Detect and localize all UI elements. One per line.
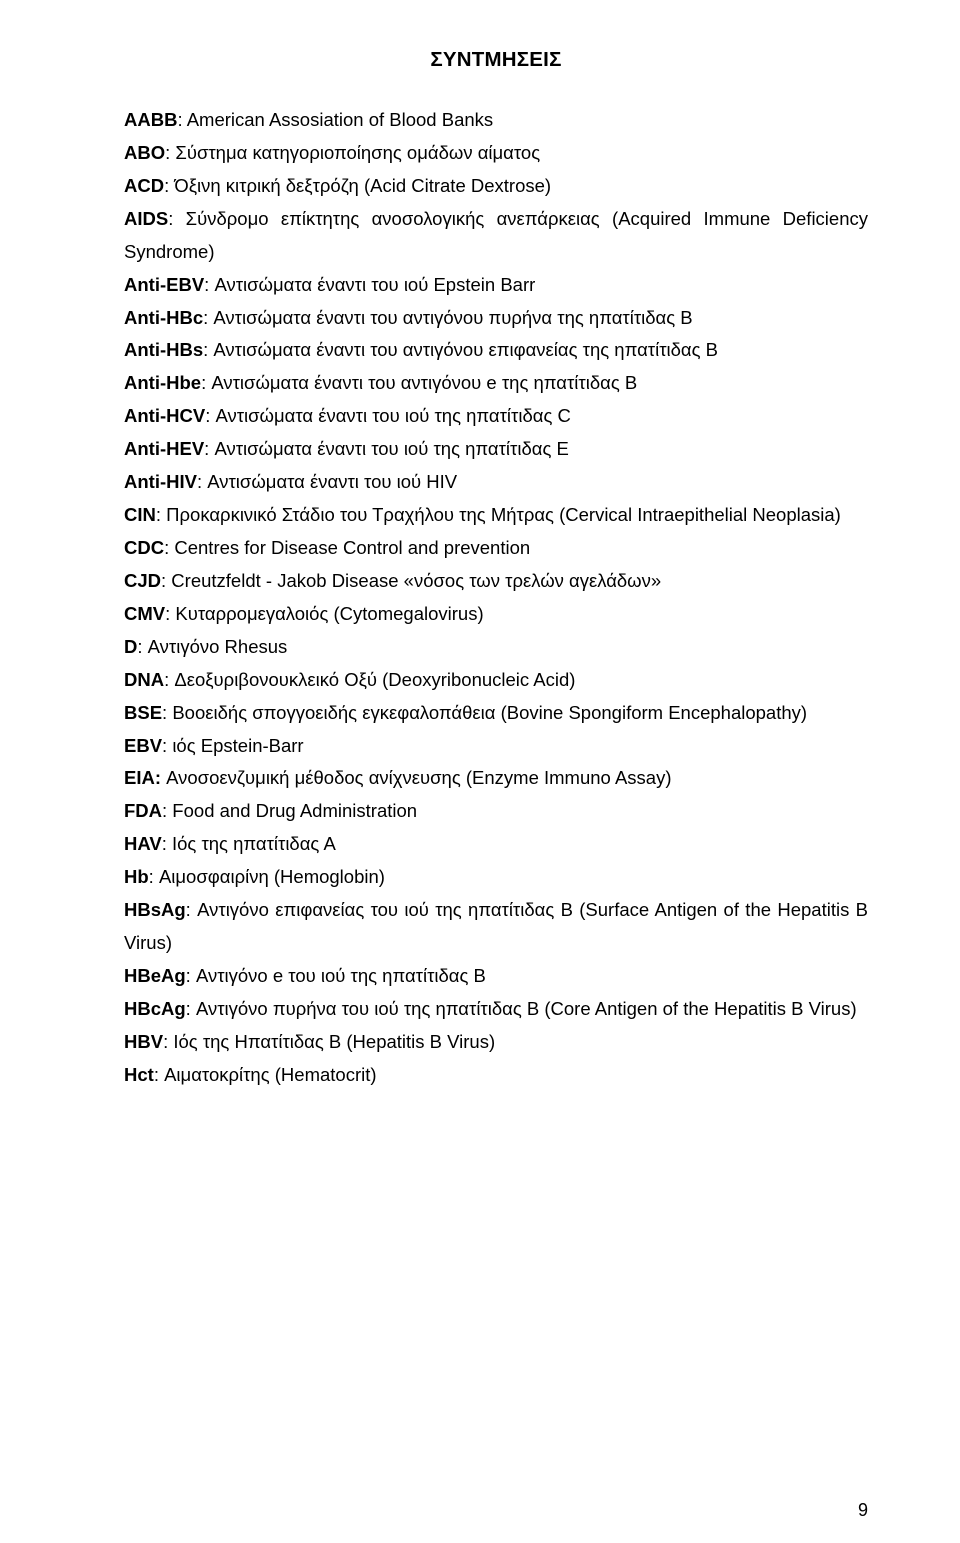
abbreviation-term: HBV	[124, 1031, 163, 1052]
abbreviation-term: AABB	[124, 109, 177, 130]
abbreviation-definition: : Αντισώματα έναντι του ιού Epstein Barr	[204, 274, 535, 295]
abbreviation-entry: Anti-HBc: Αντισώματα έναντι του αντιγόνο…	[124, 302, 868, 335]
abbreviation-entry: HBcAg: Αντιγόνο πυρήνα του ιού της ηπατί…	[124, 993, 868, 1026]
abbreviation-definition: : Creutzfeldt - Jakob Disease «νόσος των…	[161, 570, 661, 591]
abbreviation-entry: HBV: Ιός της Ηπατίτιδας Β (Hepatitis B V…	[124, 1026, 868, 1059]
abbreviation-entry: Hb: Αιμοσφαιρίνη (Hemoglobin)	[124, 861, 868, 894]
abbreviation-entry: Hct: Αιματοκρίτης (Hematocrit)	[124, 1059, 868, 1092]
abbreviation-term: CJD	[124, 570, 161, 591]
abbreviation-term: ABO	[124, 142, 165, 163]
abbreviation-definition: : Σύνδρομο επίκτητης ανοσολογικής ανεπάρ…	[124, 208, 868, 262]
abbreviation-entry: DNA: Δεοξυριβονουκλεικό Οξύ (Deoxyribonu…	[124, 664, 868, 697]
abbreviation-entry: FDA: Food and Drug Administration	[124, 795, 868, 828]
abbreviation-definition: : Αντιγόνο e του ιού της ηπατίτιδας Β	[186, 965, 486, 986]
abbreviation-entry: EBV: ιός Epstein-Barr	[124, 730, 868, 763]
abbreviation-definition: : ιός Epstein-Barr	[162, 735, 304, 756]
abbreviation-term: HBsAg	[124, 899, 186, 920]
page-heading: ΣΥΝΤΜΗΣΕΙΣ	[124, 48, 868, 72]
abbreviation-definition: : Σύστημα κατηγοριοποίησης ομάδων αίματο…	[165, 142, 540, 163]
abbreviation-term: Anti-Hbe	[124, 372, 201, 393]
abbreviation-term: HAV	[124, 833, 162, 854]
abbreviation-definition: : Βοοειδής σπογγοειδής εγκεφαλοπάθεια (B…	[162, 702, 807, 723]
abbreviation-term: Anti-HCV	[124, 405, 205, 426]
abbreviation-term: Anti-HBs	[124, 339, 203, 360]
abbreviation-entry: HAV: Ιός της ηπατίτιδας Α	[124, 828, 868, 861]
abbreviation-term: EIA:	[124, 767, 161, 788]
abbreviation-definition: : American Assosiation of Blood Banks	[177, 109, 493, 130]
abbreviation-term: Anti-HBc	[124, 307, 203, 328]
abbreviation-definition: : Δεοξυριβονουκλεικό Οξύ (Deoxyribonucle…	[164, 669, 575, 690]
abbreviation-term: ACD	[124, 175, 164, 196]
abbreviation-term: BSE	[124, 702, 162, 723]
abbreviation-term: CMV	[124, 603, 165, 624]
abbreviation-entry: ACD: Όξινη κιτρική δεξτρόζη (Acid Citrat…	[124, 170, 868, 203]
abbreviation-definition: : Αντιγόνο επιφανείας του ιού της ηπατίτ…	[124, 899, 868, 953]
abbreviation-definition: : Αντισώματα έναντι του αντιγόνου πυρήνα…	[203, 307, 692, 328]
abbreviation-definition: : Προκαρκινικό Στάδιο του Τραχήλου της Μ…	[156, 504, 841, 525]
abbreviation-term: DNA	[124, 669, 164, 690]
abbreviation-definition: : Κυταρρομεγαλοιός (Cytomegalovirus)	[165, 603, 483, 624]
abbreviation-definition: : Αντισώματα έναντι του αντιγόνου e της …	[201, 372, 637, 393]
abbreviation-definition: : Αντισώματα έναντι του αντιγόνου επιφαν…	[203, 339, 718, 360]
abbreviation-entry: Anti-EBV: Αντισώματα έναντι του ιού Epst…	[124, 269, 868, 302]
abbreviation-entry: Anti-HIV: Αντισώματα έναντι του ιού HIV	[124, 466, 868, 499]
abbreviation-term: Hb	[124, 866, 149, 887]
abbreviation-term: CIN	[124, 504, 156, 525]
abbreviation-definition: : Αντισώματα έναντι του ιού HIV	[197, 471, 457, 492]
abbreviation-term: HBeAg	[124, 965, 186, 986]
abbreviation-term: AIDS	[124, 208, 168, 229]
abbreviation-term: FDA	[124, 800, 162, 821]
abbreviation-definition: : Αντισώματα έναντι του ιού της ηπατίτιδ…	[205, 405, 571, 426]
abbreviation-definition: : Ιός της Ηπατίτιδας Β (Hepatitis B Viru…	[163, 1031, 495, 1052]
abbreviation-term: D	[124, 636, 137, 657]
abbreviation-entry: Anti-HEV: Αντισώματα έναντι του ιού της …	[124, 433, 868, 466]
abbreviation-term: CDC	[124, 537, 164, 558]
abbreviation-entry: BSE: Βοοειδής σπογγοειδής εγκεφαλοπάθεια…	[124, 697, 868, 730]
abbreviation-definition: : Αντιγόνο Rhesus	[137, 636, 287, 657]
abbreviation-entry: CIN: Προκαρκινικό Στάδιο του Τραχήλου τη…	[124, 499, 868, 532]
abbreviation-entry: HBeAg: Αντιγόνο e του ιού της ηπατίτιδας…	[124, 960, 868, 993]
abbreviation-definition: : Αιμοσφαιρίνη (Hemoglobin)	[149, 866, 385, 887]
abbreviation-definition: : Food and Drug Administration	[162, 800, 417, 821]
abbreviation-definition: Ανοσοενζυμική μέθοδος ανίχνευσης (Enzyme…	[161, 767, 672, 788]
abbreviation-entry: Anti-Hbe: Αντισώματα έναντι του αντιγόνο…	[124, 367, 868, 400]
abbreviation-definition: : Αντιγόνο πυρήνα του ιού της ηπατίτιδας…	[186, 998, 857, 1019]
document-page: ΣΥΝΤΜΗΣΕΙΣ AABB: American Assosiation of…	[0, 0, 960, 1543]
abbreviation-term: Anti-HIV	[124, 471, 197, 492]
abbreviation-entry: Anti-HCV: Αντισώματα έναντι του ιού της …	[124, 400, 868, 433]
abbreviation-entry: HBsAg: Αντιγόνο επιφανείας του ιού της η…	[124, 894, 868, 960]
abbreviation-entry: D: Αντιγόνο Rhesus	[124, 631, 868, 664]
abbreviation-term: Anti-EBV	[124, 274, 204, 295]
abbreviation-entry: Anti-HBs: Αντισώματα έναντι του αντιγόνο…	[124, 334, 868, 367]
abbreviation-definition: : Centres for Disease Control and preven…	[164, 537, 530, 558]
abbreviation-entry: CJD: Creutzfeldt - Jakob Disease «νόσος …	[124, 565, 868, 598]
abbreviation-term: HBcAg	[124, 998, 186, 1019]
abbreviation-entry: AIDS: Σύνδρομο επίκτητης ανοσολογικής αν…	[124, 203, 868, 269]
abbreviation-definition: : Όξινη κιτρική δεξτρόζη (Acid Citrate D…	[164, 175, 551, 196]
abbreviation-entry: AABB: American Assosiation of Blood Bank…	[124, 104, 868, 137]
abbreviation-definition: : Αντισώματα έναντι του ιού της ηπατίτιδ…	[204, 438, 569, 459]
abbreviation-term: EBV	[124, 735, 162, 756]
abbreviation-entry: CDC: Centres for Disease Control and pre…	[124, 532, 868, 565]
abbreviation-list: AABB: American Assosiation of Blood Bank…	[124, 104, 868, 1092]
abbreviation-entry: ABO: Σύστημα κατηγοριοποίησης ομάδων αίμ…	[124, 137, 868, 170]
abbreviation-term: Anti-HEV	[124, 438, 204, 459]
abbreviation-entry: EIA: Ανοσοενζυμική μέθοδος ανίχνευσης (E…	[124, 762, 868, 795]
abbreviation-term: Hct	[124, 1064, 154, 1085]
page-number: 9	[858, 1500, 868, 1521]
abbreviation-definition: : Ιός της ηπατίτιδας Α	[162, 833, 336, 854]
abbreviation-entry: CMV: Κυταρρομεγαλοιός (Cytomegalovirus)	[124, 598, 868, 631]
abbreviation-definition: : Αιματοκρίτης (Hematocrit)	[154, 1064, 377, 1085]
